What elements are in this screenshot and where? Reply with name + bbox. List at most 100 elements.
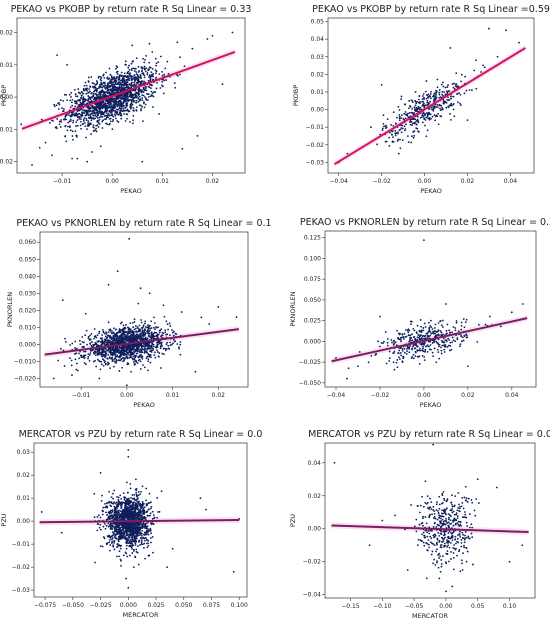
data-point — [129, 83, 132, 86]
data-point — [93, 353, 96, 355]
data-point — [392, 124, 395, 127]
data-point — [150, 333, 153, 335]
data-point — [134, 95, 137, 98]
data-point — [126, 99, 129, 101]
data-point — [76, 110, 79, 113]
data-point — [134, 334, 137, 337]
data-point — [138, 324, 141, 327]
data-point — [76, 113, 79, 116]
data-point — [150, 331, 153, 334]
data-point — [119, 330, 121, 333]
data-point — [143, 96, 146, 98]
data-point — [452, 326, 455, 328]
data-point — [79, 343, 82, 345]
data-point — [382, 114, 385, 117]
data-point — [44, 141, 47, 144]
data-point — [419, 319, 422, 321]
data-point — [132, 94, 135, 97]
data-point — [143, 346, 146, 348]
data-point — [71, 112, 74, 114]
data-point — [135, 338, 138, 341]
data-point — [146, 71, 149, 74]
data-point — [91, 85, 94, 88]
data-point — [65, 114, 68, 117]
data-point — [114, 110, 116, 113]
data-point — [452, 339, 455, 342]
data-point — [123, 357, 126, 360]
data-point — [112, 334, 115, 337]
data-point — [417, 106, 420, 108]
data-point — [115, 501, 118, 504]
data-point — [115, 112, 118, 115]
data-point — [56, 127, 58, 130]
data-point — [443, 351, 446, 353]
data-point — [113, 338, 116, 341]
data-point — [394, 134, 397, 137]
data-point — [86, 111, 89, 114]
data-point — [139, 368, 142, 370]
data-point — [128, 335, 131, 338]
data-point — [130, 62, 133, 65]
data-point — [135, 71, 138, 73]
data-point — [91, 105, 94, 107]
data-point — [426, 93, 428, 96]
data-point — [70, 364, 73, 367]
data-point — [442, 337, 445, 340]
data-point — [436, 341, 438, 344]
data-point — [113, 365, 115, 368]
data-point — [129, 72, 132, 75]
y-axis-label: PKOBP — [292, 85, 300, 106]
data-point — [154, 91, 156, 94]
x-axis-label: PEKAO — [420, 187, 442, 195]
data-point — [125, 498, 128, 500]
data-point — [107, 363, 109, 366]
data-point — [90, 332, 93, 335]
data-point — [432, 330, 434, 333]
data-point — [101, 328, 104, 331]
data-point — [99, 94, 102, 97]
data-point — [94, 83, 97, 86]
data-point — [103, 92, 106, 95]
data-point — [110, 105, 113, 108]
data-point — [75, 114, 78, 117]
data-point — [86, 160, 89, 163]
data-point — [147, 79, 150, 82]
data-point — [421, 98, 424, 100]
data-point — [116, 546, 118, 548]
data-point — [87, 80, 90, 82]
data-point — [135, 478, 137, 481]
data-point — [384, 140, 387, 143]
y-tick-label: 0.125 — [304, 235, 321, 242]
data-point — [123, 72, 126, 75]
data-point — [95, 95, 98, 97]
data-point — [143, 366, 146, 369]
data-point — [128, 64, 130, 67]
data-point — [161, 74, 164, 77]
data-point — [421, 105, 424, 107]
y-tick-label: 0.03 — [311, 54, 325, 61]
data-point — [135, 352, 138, 355]
data-point — [88, 88, 90, 91]
data-point — [64, 135, 67, 138]
data-point — [74, 130, 77, 133]
data-point — [84, 312, 87, 315]
data-point — [88, 354, 91, 356]
data-point — [135, 499, 138, 502]
plot-title: MERCATOR vs PZU by return rate R Sq Line… — [19, 429, 263, 440]
data-point — [101, 107, 104, 110]
data-point — [130, 85, 133, 87]
data-point — [424, 334, 427, 337]
data-point — [84, 334, 87, 337]
data-point — [120, 107, 122, 110]
data-point — [88, 101, 91, 104]
data-point — [165, 320, 168, 323]
data-point — [416, 345, 419, 348]
data-point — [96, 350, 99, 353]
data-point — [71, 135, 74, 137]
data-point — [118, 550, 121, 553]
data-point — [134, 363, 136, 366]
data-point — [488, 315, 491, 318]
data-point — [58, 102, 60, 104]
subplot-5: MERCATOR vs PZU by return rate R Sq Line… — [0, 429, 262, 619]
data-point — [118, 503, 120, 505]
